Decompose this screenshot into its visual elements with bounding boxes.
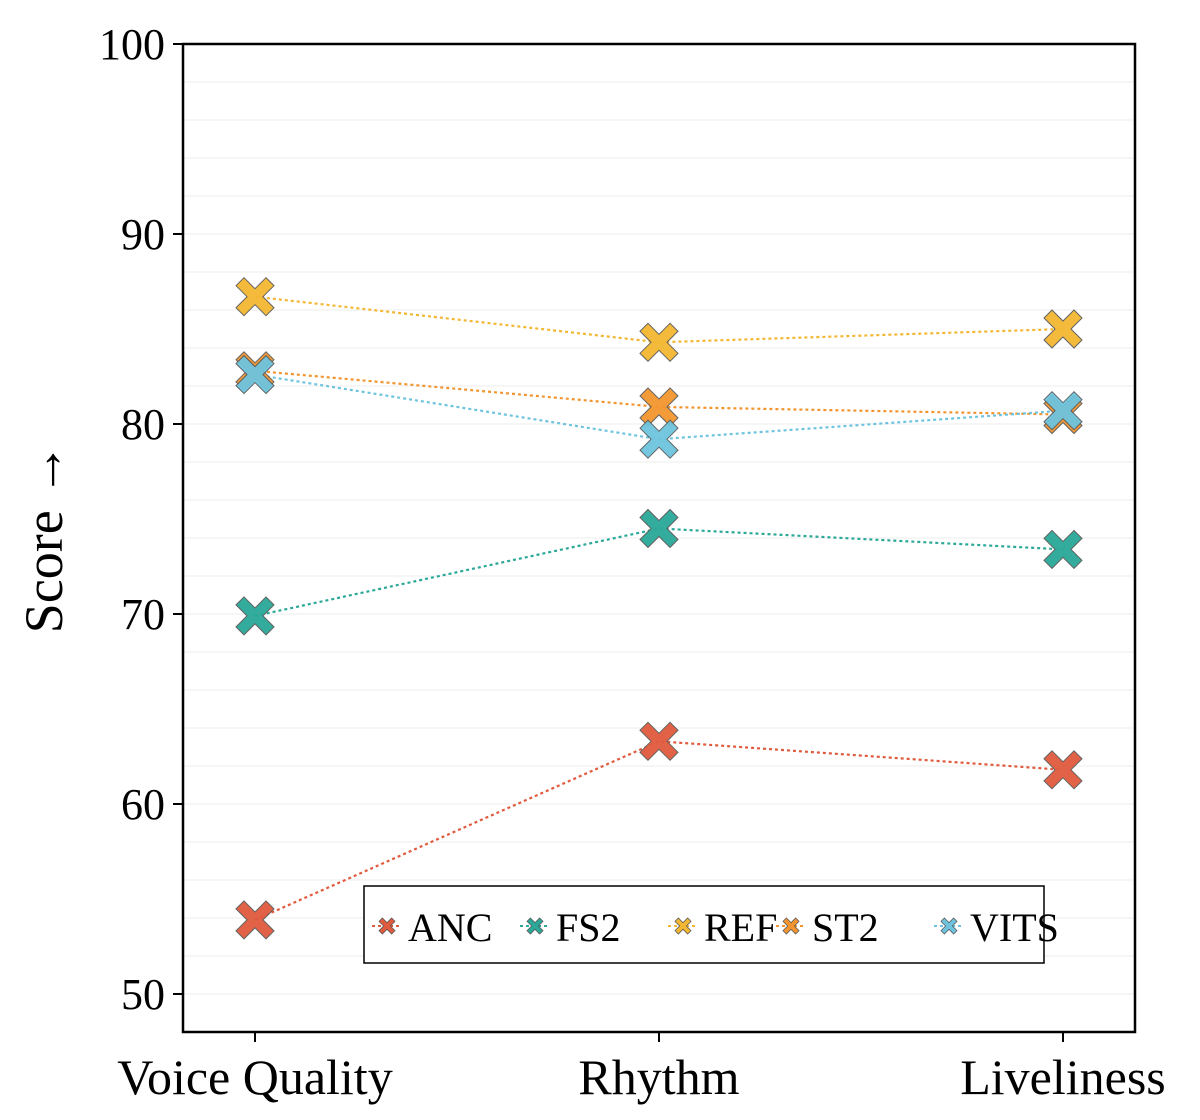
x-tick-label: Liveliness <box>960 1049 1166 1105</box>
legend-box <box>363 885 1045 964</box>
legend-marker <box>782 917 800 935</box>
marker-anc <box>639 721 679 762</box>
marker-ref <box>235 276 275 317</box>
grid-lines <box>183 81 1135 995</box>
marker-st2 <box>639 387 679 427</box>
marker-anc <box>235 900 275 940</box>
marker-fs2 <box>1043 529 1083 570</box>
marker-fs2 <box>639 508 679 549</box>
legend-label: FS2 <box>556 905 621 950</box>
series-line-fs2 <box>254 527 1064 617</box>
y-axis: 50 60 70 80 90 100 <box>99 20 183 1019</box>
series-lines <box>254 295 1064 921</box>
marker-vits <box>639 419 679 459</box>
legend-marker <box>378 917 396 935</box>
x-tick-label: Rhythm <box>578 1049 739 1105</box>
legend-label: ANC <box>408 905 492 950</box>
y-axis-title: Score → <box>14 443 74 633</box>
y-tick-label: 100 <box>99 20 165 69</box>
legend-marker <box>526 917 544 935</box>
y-tick-label: 90 <box>121 210 165 259</box>
legend-marker <box>674 917 692 935</box>
legend-label: VITS <box>970 905 1059 950</box>
y-tick-label: 50 <box>121 970 165 1019</box>
marker-ref <box>639 322 679 363</box>
marker-vits <box>1043 390 1083 431</box>
legend-label: REF <box>704 905 777 950</box>
series-line-st2 <box>254 369 1064 416</box>
legend-marker <box>940 917 958 935</box>
y-tick-label: 70 <box>121 590 165 639</box>
x-axis: Voice Quality Rhythm Liveliness <box>117 1032 1166 1105</box>
y-tick-label: 80 <box>121 400 165 449</box>
x-tick-label: Voice Quality <box>117 1049 392 1105</box>
legend: ANC FS2 REF ST2 VITS <box>363 885 1059 964</box>
legend-label: ST2 <box>812 905 879 950</box>
marker-anc <box>1043 750 1083 790</box>
series-markers <box>235 276 1083 940</box>
marker-ref <box>1043 309 1083 349</box>
y-tick-label: 60 <box>121 780 165 829</box>
marker-vits <box>235 354 275 395</box>
marker-fs2 <box>235 596 275 636</box>
